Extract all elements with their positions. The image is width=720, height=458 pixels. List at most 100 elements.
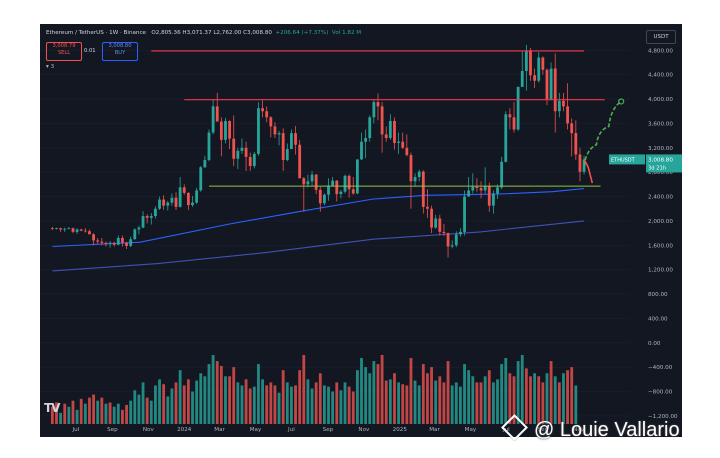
volume-bar [322,385,326,424]
candle-body [207,132,211,160]
y-tick-label: −800.00 [648,390,673,396]
volume-bar [459,386,462,424]
candle-body [314,174,318,190]
volume-bar [570,367,574,424]
volume-bar [393,373,396,424]
volume-bar [372,361,376,424]
volume-bar [520,354,524,424]
moving-average-slow [52,220,585,272]
volume-bar [71,400,75,424]
volume-bar [199,373,203,424]
candle-body [121,237,124,243]
volume-bar [331,391,335,424]
candle-body [96,240,100,242]
x-tick-label: Sep [323,427,334,433]
change-readout: +206.64 (+7.37%) [275,30,329,36]
candle-body [508,114,512,118]
spread-value: 0.01 [84,48,96,54]
volume-bar [59,412,63,424]
candle-body [186,192,190,206]
volume-bar [252,386,256,424]
volume-bar [244,379,248,424]
volume-bar [211,354,215,424]
volume-bar [426,373,429,424]
volume-bar [162,384,166,424]
volume-bar [240,385,244,424]
candle-body [211,106,215,133]
candle-body [409,155,413,182]
candle-body [372,102,376,118]
candle-body [240,147,244,151]
candle-body [360,141,363,160]
candle-body [273,126,277,135]
candle-body [524,50,528,71]
candle-body [219,121,223,140]
moving-average-fast [52,188,585,248]
candle-body [339,191,343,195]
volume-bar [141,382,145,424]
candle-body [426,206,429,209]
x-tick-label: 2024 [177,427,192,433]
candle-body [178,187,182,207]
volume-bar [401,384,405,424]
candle-body [388,120,392,139]
candle-body [545,69,549,100]
candle-body [459,231,462,235]
candle-body [355,159,359,194]
volume-bar [475,382,479,424]
volume-bar [417,385,421,424]
collapse-chevron-icon[interactable]: ▾ 3 [46,64,55,70]
candle-body [63,228,67,230]
y-tick-label: 3,600.00 [648,121,673,127]
volume-bar [545,373,549,424]
volume-bar [154,385,157,424]
candle-body [533,75,537,81]
volume-bar [290,386,293,424]
volume-bar [129,400,133,424]
candle-body [294,133,297,145]
buy-label: BUY [114,50,126,56]
candle-body [557,100,561,112]
volume-bar [491,382,495,424]
candle-body [438,218,442,232]
volume-bar [446,361,450,424]
candle-body [516,86,520,130]
candle-body [112,242,116,245]
volume-bar [463,364,466,424]
volume-bar [360,358,363,424]
volume-bar [347,386,351,424]
candle-body [83,230,87,232]
volume-bar [355,370,359,424]
candle-body [75,229,79,232]
candle-body [158,199,161,209]
symbol-title[interactable]: Ethereum / TetherUS · 1W · Binance [46,30,146,36]
candle-body [133,229,137,240]
y-tick-label: 800.00 [648,292,668,298]
candle-body [331,180,335,186]
candle-body [302,178,306,185]
candle-body [483,186,487,191]
x-tick-label: Nov [573,427,585,433]
candle-body [55,228,58,230]
candle-body [248,156,252,167]
y-tick-label: −400.00 [648,365,673,371]
volume-bar [537,376,541,424]
candle-body [430,208,433,228]
volume-bar [257,364,260,424]
sell-button[interactable]: 3,008.79 SELL [46,42,82,61]
volume-bar [174,382,178,424]
projection-rally-path [583,100,622,167]
candle-body [306,181,310,185]
volume-bar [261,379,264,424]
volume-bar [137,394,141,424]
candle-body [479,188,483,191]
volume-bar [112,406,116,424]
volume-bar [430,367,433,424]
candle-body [570,123,574,134]
candle-body [129,239,133,246]
candle-body [71,228,75,232]
candle-body [578,154,582,172]
currency-selector[interactable]: USDT [646,30,676,44]
buy-button[interactable]: 3,008.80 BUY [102,42,138,61]
x-tick-label: May [465,427,477,433]
